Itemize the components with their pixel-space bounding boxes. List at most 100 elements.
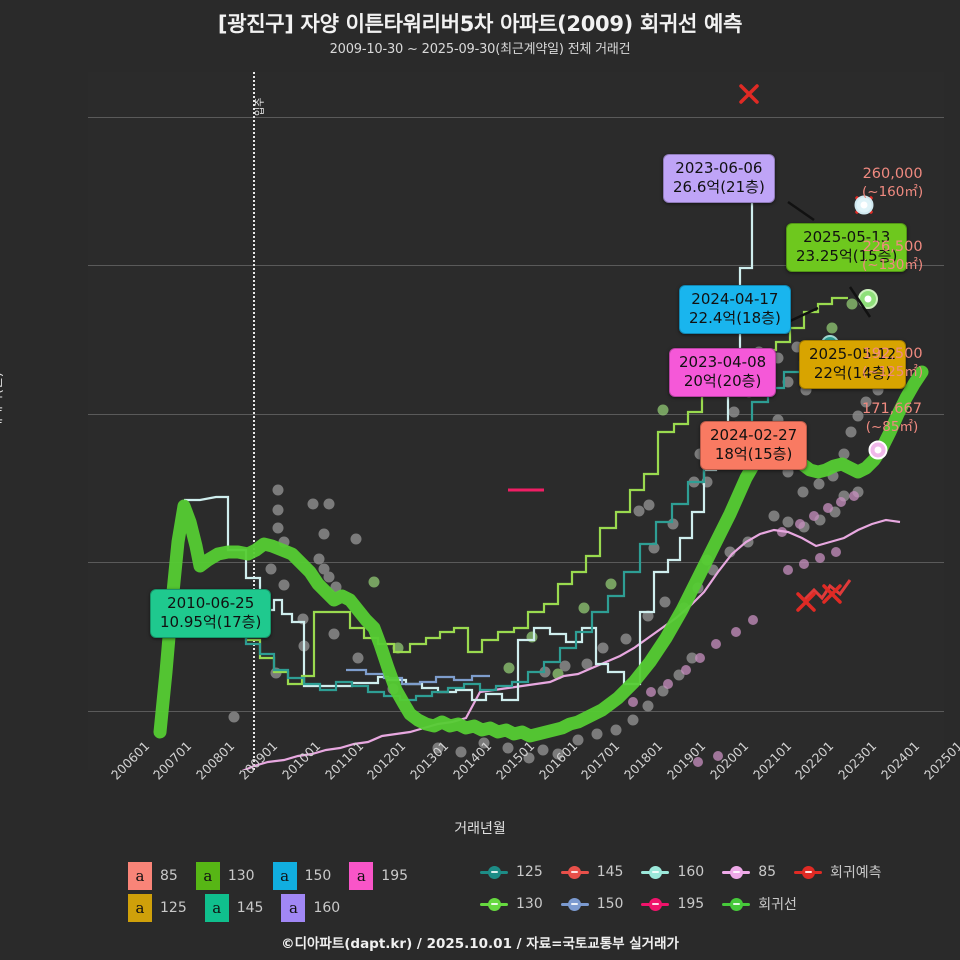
legend-marker-회귀선[interactable] [722, 895, 751, 913]
gridline [88, 413, 944, 415]
series-line-150 [346, 668, 490, 686]
annotation-date: 2024-02-27 [710, 426, 798, 444]
legend-swatch-label-195: 195 [381, 868, 409, 884]
x-tick-mark [710, 770, 712, 774]
legend-swatch-160[interactable]: a [281, 894, 306, 922]
scatter-points-green [368, 298, 858, 680]
legend-swatch-label-125: 125 [160, 900, 187, 916]
series-line-85 [241, 518, 901, 770]
x-tick-mark [625, 770, 627, 774]
gridline [88, 562, 944, 564]
scatter-points-pink [628, 491, 859, 767]
legend-swatch-125[interactable]: a [128, 894, 152, 922]
chart-legend: a 85 a 130 a 150 a 195 a 125 a 145 a 160 125 145 160 85… [0, 858, 960, 928]
price-tag-value: 192,500 [862, 346, 923, 362]
move-in-line [253, 72, 255, 770]
legend-swatch-195[interactable]: a [349, 862, 374, 890]
legend-marker-85[interactable] [722, 863, 751, 881]
legend-marker-130[interactable] [480, 895, 508, 913]
legend-swatch-85[interactable]: a [128, 862, 152, 890]
legend-swatch-145[interactable]: a [204, 894, 229, 922]
gridline [88, 710, 944, 712]
annotation-date: 2024-04-17 [691, 290, 779, 308]
x-tick-mark [453, 770, 455, 774]
legend-swatch-150[interactable]: a [272, 862, 297, 890]
footer-credit: ©디아파트(dapt.kr) / 2025.10.01 / 자료=국토교통부 실… [281, 936, 679, 952]
annotation-c-2025-05-13[interactable]: 2025-05-13 23.25억(15층) [786, 223, 908, 273]
legend-marker-125[interactable] [480, 863, 508, 881]
regression-line [153, 365, 929, 743]
page-title: [광진구] 자양 이튼타워리버5차 아파트(2009) 회귀선 예측 [217, 12, 743, 36]
legend-marker-label-145: 145 [596, 864, 624, 880]
x-tick-mark [881, 770, 883, 774]
legend-marker-150[interactable] [560, 895, 589, 913]
legend-marker-label-회귀선: 회귀선 [758, 897, 797, 913]
legend-marker-145[interactable] [560, 863, 589, 881]
annotation-date: 2023-06-06 [675, 159, 763, 177]
legend-marker-dot [568, 865, 582, 879]
gridline [88, 265, 944, 267]
forecast-line [802, 579, 852, 602]
x-axis-label: 거래년월 [454, 821, 506, 837]
legend-marker-dot [568, 897, 582, 911]
price-tag-area: (~85㎡) [865, 418, 919, 435]
annotation-price: 18억(15층) [714, 445, 793, 464]
annotation-price: 20억(20층) [683, 372, 762, 391]
legend-marker-label-150: 150 [596, 896, 624, 912]
legend-marker-195[interactable] [641, 895, 670, 913]
legend-marker-label-회귀예측: 회귀예측 [830, 865, 882, 881]
price-tag-pt-226500: 226,500 (~130㎡) [862, 238, 923, 274]
annotation-price: 10.95억(17층) [160, 613, 262, 632]
annotation-date: 2023-04-08 [679, 353, 767, 371]
x-tick-mark [753, 770, 755, 774]
price-tag-value: 226,500 [862, 239, 923, 255]
x-tick-mark [197, 770, 199, 774]
legend-marker-160[interactable] [641, 863, 670, 881]
y-axis-label: 매매가(원) [0, 372, 5, 430]
x-tick-mark [924, 770, 926, 774]
x-tick-mark [796, 770, 798, 774]
x-tick-mark [539, 770, 541, 774]
annotation-c-2023-06-06[interactable]: 2023-06-06 26.6억(21층) [663, 154, 775, 204]
price-tag-value: 171,667 [862, 401, 922, 417]
legend-marker-label-195: 195 [677, 896, 705, 912]
x-tick-mark [667, 770, 669, 774]
legend-marker-label-160: 160 [677, 864, 705, 880]
annotation-date: 2025-05-12 [809, 345, 897, 363]
callout-leaders [210, 200, 872, 614]
annotation-c-2010-06-25[interactable]: 2010-06-25 10.95억(17층) [150, 589, 272, 639]
price-tag-value: 260,000 [862, 166, 923, 182]
price-tag-pt-192500: 192,500 (~125㎡) [862, 345, 923, 381]
chart-series-layer [153, 84, 929, 770]
legend-swatch-130[interactable]: a [195, 862, 220, 890]
x-tick-mark [839, 770, 841, 774]
annotation-c-2024-02-27[interactable]: 2024-02-27 18억(15층) [700, 421, 808, 471]
annotation-price: 22억(14층) [813, 364, 892, 383]
legend-swatch-label-130: 130 [227, 868, 255, 884]
scatter-points [228, 341, 894, 764]
annotation-c-2023-04-08[interactable]: 2023-04-08 20억(20층) [669, 348, 777, 398]
annotation-date: 2025-05-13 [803, 228, 891, 246]
legend-marker-dot [487, 865, 501, 879]
x-tick-mark [325, 770, 327, 774]
legend-marker-label-85: 85 [758, 864, 777, 880]
page-subtitle: 2009-10-30 ~ 2025-09-30(최근계약일) 전체 거래건 [329, 42, 631, 57]
x-tick-mark [368, 770, 370, 774]
legend-swatch-label-160: 160 [313, 900, 341, 916]
legend-swatch-label-85: 85 [160, 868, 178, 884]
gridline [88, 116, 944, 118]
legend-marker-dot [729, 897, 743, 911]
annotation-price: 22.4억(18층) [689, 309, 781, 328]
legend-swatch-label-150: 150 [304, 868, 332, 884]
annotation-c-2025-05-12[interactable]: 2025-05-12 22억(14층) [799, 340, 907, 390]
price-tag-area: (~160㎡) [862, 183, 924, 200]
price-tag-pt-171667: 171,667 (~85㎡) [862, 400, 922, 436]
chart-plot-area: 30억25억20억15억10억 입주 [88, 72, 944, 770]
legend-marker-dot [729, 865, 743, 879]
legend-marker-dot [801, 865, 815, 879]
legend-marker-label-130: 130 [516, 896, 543, 912]
annotation-c-2024-04-17[interactable]: 2024-04-17 22.4억(18층) [679, 285, 791, 335]
legend-marker-회귀예측[interactable] [794, 863, 823, 881]
price-tag-pt-260000: 260,000 (~160㎡) [862, 165, 923, 201]
annotation-date: 2010-06-25 [167, 594, 255, 612]
